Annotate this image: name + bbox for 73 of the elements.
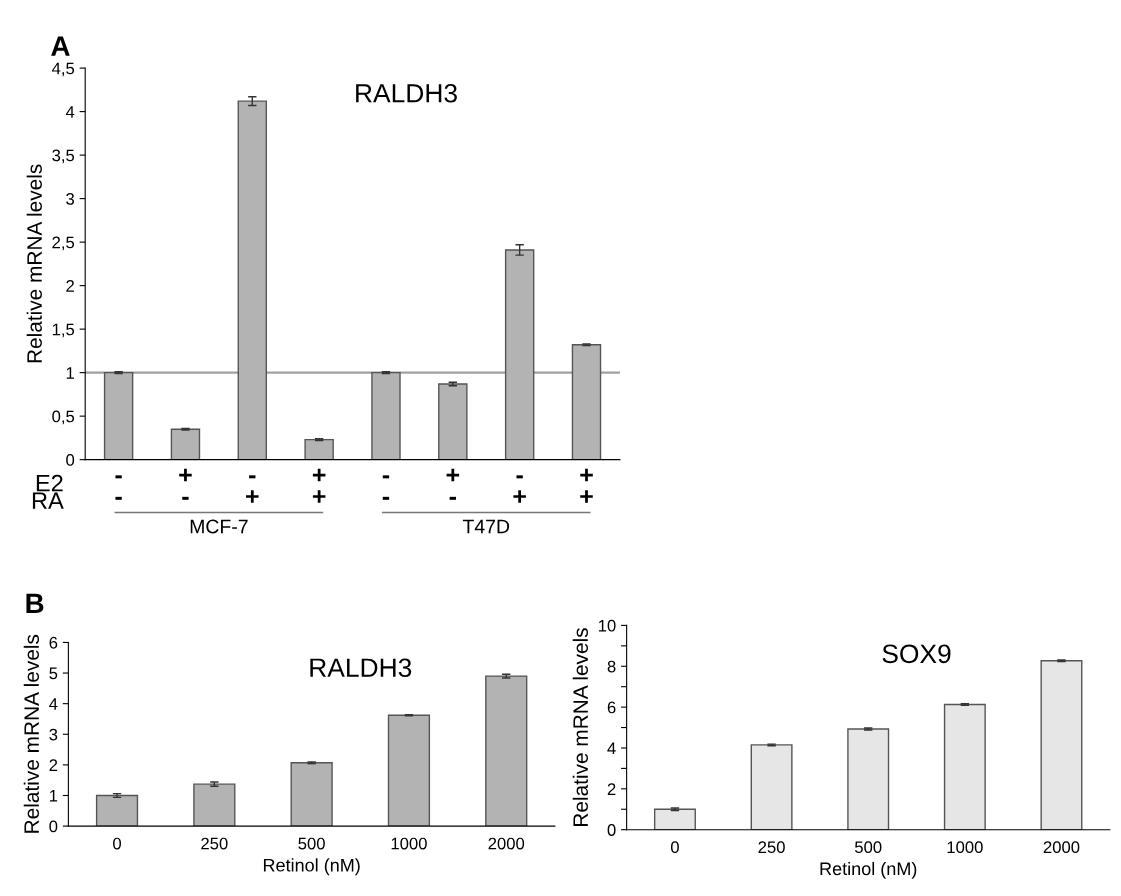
bar bbox=[95, 794, 139, 827]
x-tick-label: 500 bbox=[298, 837, 325, 850]
y-axis-title: Relative mRNA levels bbox=[23, 634, 40, 833]
bar bbox=[504, 249, 535, 460]
y-tick-label: 3 bbox=[66, 193, 75, 205]
bar bbox=[290, 762, 333, 827]
bar bbox=[170, 428, 201, 460]
y-tick-label: 4 bbox=[49, 698, 58, 710]
x-axis-title: Retinol (nM) bbox=[820, 861, 917, 879]
y-tick-label: 1 bbox=[49, 790, 58, 802]
x-tick-label: 250 bbox=[758, 841, 785, 854]
text: RA bbox=[32, 492, 64, 509]
x-tick-label: 0 bbox=[670, 841, 679, 854]
bar bbox=[438, 383, 468, 460]
x-tick-label: 0 bbox=[113, 837, 122, 850]
text: T47D bbox=[462, 519, 510, 534]
x-tick-label: + - bbox=[179, 468, 192, 500]
y-tick-label: 1,5 bbox=[52, 323, 75, 338]
y-tick-label: 2 bbox=[66, 280, 74, 292]
x-tick-label: 1000 bbox=[391, 837, 427, 850]
text: SOX9 bbox=[882, 644, 951, 664]
y-tick-label: 2 bbox=[49, 759, 58, 771]
y-tick-label: 10 bbox=[598, 619, 616, 632]
x-tick-label: - + bbox=[513, 475, 526, 503]
y-tick-label: 6 bbox=[607, 701, 616, 714]
y-tick-label: 4 bbox=[65, 106, 75, 118]
y-tick-label: 4 bbox=[607, 742, 616, 755]
bar bbox=[847, 728, 890, 830]
y-tick-label: 1 bbox=[66, 367, 74, 379]
chart-title: RALDH3 bbox=[310, 658, 412, 678]
bar bbox=[387, 714, 431, 827]
x-tick-label: 500 bbox=[854, 841, 882, 854]
y-tick-label: 2,5 bbox=[52, 236, 75, 251]
text: E2 bbox=[36, 474, 63, 492]
y-tick-label: 3,5 bbox=[52, 149, 75, 164]
x-tick-label: - + bbox=[246, 475, 259, 503]
y-tick-label: 4,5 bbox=[52, 62, 75, 77]
y-tick-label: 2 bbox=[607, 783, 616, 795]
bar bbox=[193, 783, 236, 827]
bar bbox=[943, 703, 986, 830]
x-tick-label: - - bbox=[382, 475, 390, 500]
y-tick-label: 3 bbox=[49, 728, 58, 741]
bar bbox=[485, 675, 528, 827]
x-axis-title: Retinol (nM) bbox=[263, 858, 360, 876]
x-tick-label: + - bbox=[446, 468, 460, 500]
y-tick-label: 0,5 bbox=[52, 410, 75, 425]
y-tick-label: 5 bbox=[49, 667, 58, 680]
y-tick-label: 0 bbox=[607, 824, 616, 836]
bar bbox=[304, 438, 334, 460]
bar bbox=[571, 344, 602, 460]
y-tick-label: 0 bbox=[66, 454, 75, 466]
bar bbox=[750, 744, 793, 830]
x-tick-label: 2000 bbox=[488, 837, 525, 850]
bar bbox=[371, 371, 401, 460]
y-axis-title: Relative mRNA levels bbox=[26, 164, 42, 363]
x-tick-label: + + bbox=[580, 468, 593, 503]
chart-title: RALDH3 bbox=[356, 83, 457, 103]
bar bbox=[653, 808, 696, 830]
bar bbox=[1040, 660, 1083, 830]
text: MCF-7 bbox=[190, 519, 248, 534]
y-tick-label: 8 bbox=[607, 660, 616, 673]
text: B bbox=[26, 593, 44, 613]
x-tick-label: + + bbox=[312, 468, 326, 503]
x-tick-label: 2000 bbox=[1043, 841, 1080, 854]
bar bbox=[103, 371, 134, 460]
x-tick-label: - - bbox=[115, 475, 122, 500]
bar bbox=[237, 100, 268, 460]
x-tick-label: 250 bbox=[201, 837, 228, 850]
y-tick-label: 6 bbox=[49, 636, 58, 649]
text: A bbox=[51, 36, 70, 56]
y-tick-label: 0 bbox=[49, 820, 58, 833]
y-axis-title: Relative mRNA levels bbox=[572, 628, 589, 826]
x-tick-label: 1000 bbox=[947, 841, 983, 854]
